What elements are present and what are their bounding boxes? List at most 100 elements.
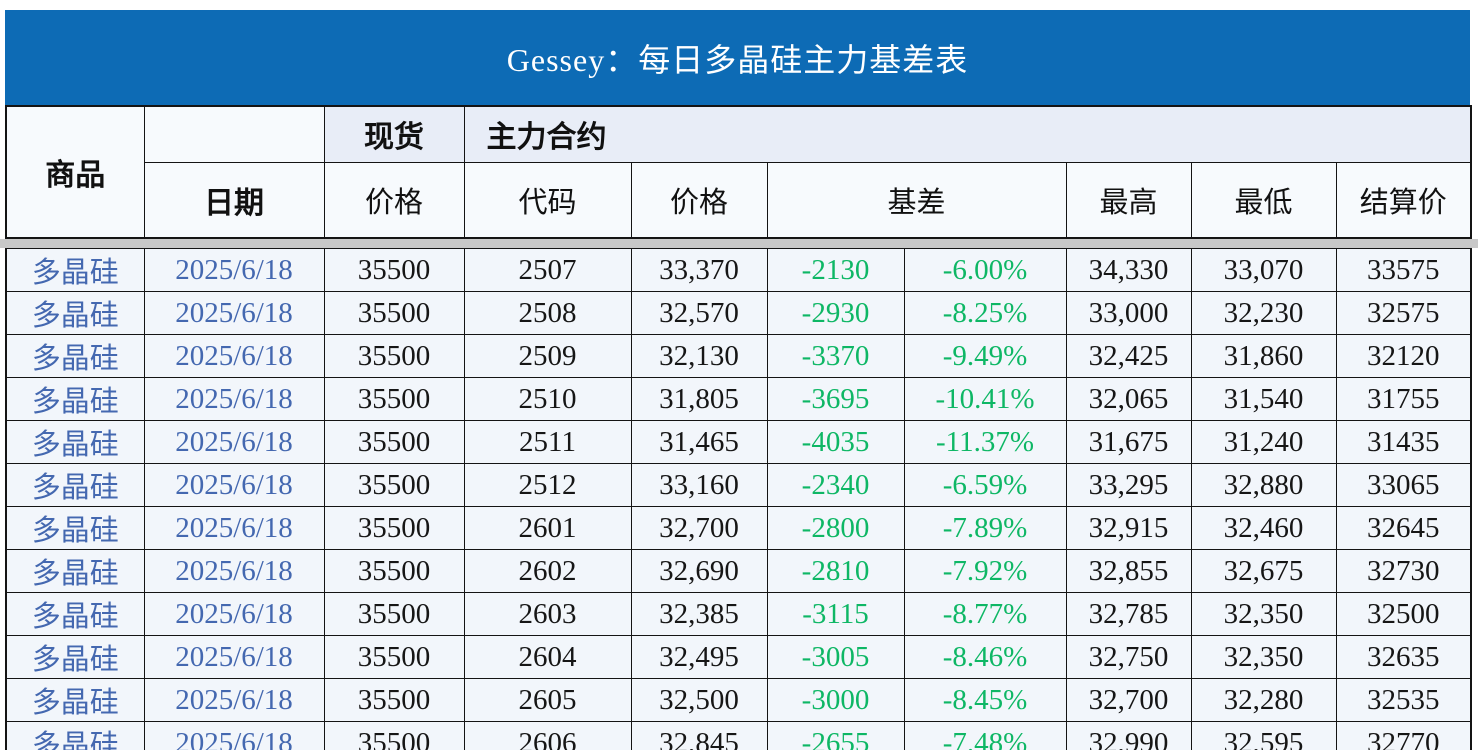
- high-cell: 31,675: [1065, 420, 1192, 464]
- date-cell: 2025/6/18: [143, 291, 325, 335]
- date-cell: 2025/6/18: [143, 334, 325, 378]
- low-cell: 32,350: [1190, 635, 1337, 679]
- table-row: 多晶硅 2025/6/18 35500 2512 33,160 -2340 -6.59% 33…: [5, 463, 1472, 507]
- settlement-cell: 32645: [1335, 506, 1472, 550]
- basis-pct-cell: -8.77%: [903, 592, 1067, 636]
- date-cell: 2025/6/18: [143, 592, 325, 636]
- code-cell: 2601: [463, 506, 632, 550]
- settlement-cell: 32575: [1335, 291, 1472, 335]
- basis-cell: -2810: [766, 549, 905, 593]
- price-cell: 32,700: [630, 506, 768, 550]
- code-cell: 2605: [463, 678, 632, 722]
- low-cell: 32,595: [1190, 721, 1337, 750]
- table-row: 多晶硅 2025/6/18 35500 2604 32,495 -3005 -8.46% 32…: [5, 635, 1472, 679]
- low-cell: 31,540: [1190, 377, 1337, 421]
- commodity-cell: 多晶硅: [5, 506, 145, 550]
- table-row: 多晶硅 2025/6/18 35500 2507 33,370 -2130 -6.00% 34…: [5, 248, 1472, 292]
- code-cell: 2511: [463, 420, 632, 464]
- date-cell: 2025/6/18: [143, 463, 325, 507]
- code-cell: 2602: [463, 549, 632, 593]
- commodity-cell: 多晶硅: [5, 592, 145, 636]
- header-group-spot: 现货: [323, 105, 465, 163]
- spot-price-cell: 35500: [323, 248, 465, 292]
- basis-cell: -3370: [766, 334, 905, 378]
- high-cell: 32,990: [1065, 721, 1192, 750]
- high-cell: 32,915: [1065, 506, 1192, 550]
- basis-pct-cell: -8.45%: [903, 678, 1067, 722]
- basis-cell: -3695: [766, 377, 905, 421]
- price-cell: 32,845: [630, 721, 768, 750]
- high-cell: 32,785: [1065, 592, 1192, 636]
- table-row: 多晶硅 2025/6/18 35500 2603 32,385 -3115 -8.77% 32…: [5, 592, 1472, 636]
- basis-pct-cell: -8.25%: [903, 291, 1067, 335]
- commodity-cell: 多晶硅: [5, 721, 145, 750]
- basis-pct-cell: -6.00%: [903, 248, 1067, 292]
- basis-cell: -3005: [766, 635, 905, 679]
- header-empty-cell: [143, 105, 325, 163]
- high-cell: 32,700: [1065, 678, 1192, 722]
- header-data-divider: [0, 239, 1478, 248]
- low-cell: 31,860: [1190, 334, 1337, 378]
- basis-pct-cell: -6.59%: [903, 463, 1067, 507]
- low-cell: 32,675: [1190, 549, 1337, 593]
- code-cell: 2512: [463, 463, 632, 507]
- low-cell: 31,240: [1190, 420, 1337, 464]
- header-table: 商品 现货 主力合约 日期 价格 代码 价格 基差 最高 最低 结算价: [5, 105, 1472, 239]
- date-cell: 2025/6/18: [143, 377, 325, 421]
- date-cell: 2025/6/18: [143, 549, 325, 593]
- basis-pct-cell: -7.89%: [903, 506, 1067, 550]
- spot-price-cell: 35500: [323, 592, 465, 636]
- basis-cell: -3115: [766, 592, 905, 636]
- spot-price-cell: 35500: [323, 463, 465, 507]
- header-price: 价格: [630, 161, 768, 239]
- price-cell: 31,805: [630, 377, 768, 421]
- table-row: 多晶硅 2025/6/18 35500 2605 32,500 -3000 -8.45% 32…: [5, 678, 1472, 722]
- settlement-cell: 33575: [1335, 248, 1472, 292]
- table-row: 多晶硅 2025/6/18 35500 2509 32,130 -3370 -9.49% 32…: [5, 334, 1472, 378]
- basis-cell: -2130: [766, 248, 905, 292]
- code-cell: 2508: [463, 291, 632, 335]
- basis-cell: -2930: [766, 291, 905, 335]
- basis-pct-cell: -9.49%: [903, 334, 1067, 378]
- spot-price-cell: 35500: [323, 334, 465, 378]
- spot-price-cell: 35500: [323, 377, 465, 421]
- date-cell: 2025/6/18: [143, 248, 325, 292]
- code-cell: 2604: [463, 635, 632, 679]
- price-cell: 32,500: [630, 678, 768, 722]
- spot-price-cell: 35500: [323, 291, 465, 335]
- table-row: 多晶硅 2025/6/18 35500 2606 32,845 -2655 -7.48% 32…: [5, 721, 1472, 750]
- basis-pct-cell: -11.37%: [903, 420, 1067, 464]
- date-cell: 2025/6/18: [143, 721, 325, 750]
- price-cell: 32,570: [630, 291, 768, 335]
- price-cell: 33,160: [630, 463, 768, 507]
- commodity-cell: 多晶硅: [5, 678, 145, 722]
- commodity-cell: 多晶硅: [5, 334, 145, 378]
- basis-cell: -2340: [766, 463, 905, 507]
- basis-cell: -2800: [766, 506, 905, 550]
- table-row: 多晶硅 2025/6/18 35500 2511 31,465 -4035 -11.37% 3…: [5, 420, 1472, 464]
- basis-cell: -3000: [766, 678, 905, 722]
- settlement-cell: 32535: [1335, 678, 1472, 722]
- header-low: 最低: [1190, 161, 1337, 239]
- high-cell: 34,330: [1065, 248, 1192, 292]
- high-cell: 32,065: [1065, 377, 1192, 421]
- basis-cell: -2655: [766, 721, 905, 750]
- commodity-cell: 多晶硅: [5, 420, 145, 464]
- settlement-cell: 32635: [1335, 635, 1472, 679]
- commodity-cell: 多晶硅: [5, 463, 145, 507]
- table-row: 多晶硅 2025/6/18 35500 2602 32,690 -2810 -7.92% 32…: [5, 549, 1472, 593]
- price-cell: 32,385: [630, 592, 768, 636]
- code-cell: 2510: [463, 377, 632, 421]
- table-row: 多晶硅 2025/6/18 35500 2508 32,570 -2930 -8.25% 33…: [5, 291, 1472, 335]
- basis-cell: -4035: [766, 420, 905, 464]
- high-cell: 33,000: [1065, 291, 1192, 335]
- settlement-cell: 32770: [1335, 721, 1472, 750]
- code-cell: 2603: [463, 592, 632, 636]
- header-group-main-contract: 主力合约: [463, 105, 1472, 163]
- spot-price-cell: 35500: [323, 678, 465, 722]
- low-cell: 32,350: [1190, 592, 1337, 636]
- price-cell: 33,370: [630, 248, 768, 292]
- high-cell: 32,425: [1065, 334, 1192, 378]
- header-spot-price: 价格: [323, 161, 465, 239]
- table-body: 多晶硅 2025/6/18 35500 2507 33,370 -2130 -6.00% 34…: [5, 248, 1472, 750]
